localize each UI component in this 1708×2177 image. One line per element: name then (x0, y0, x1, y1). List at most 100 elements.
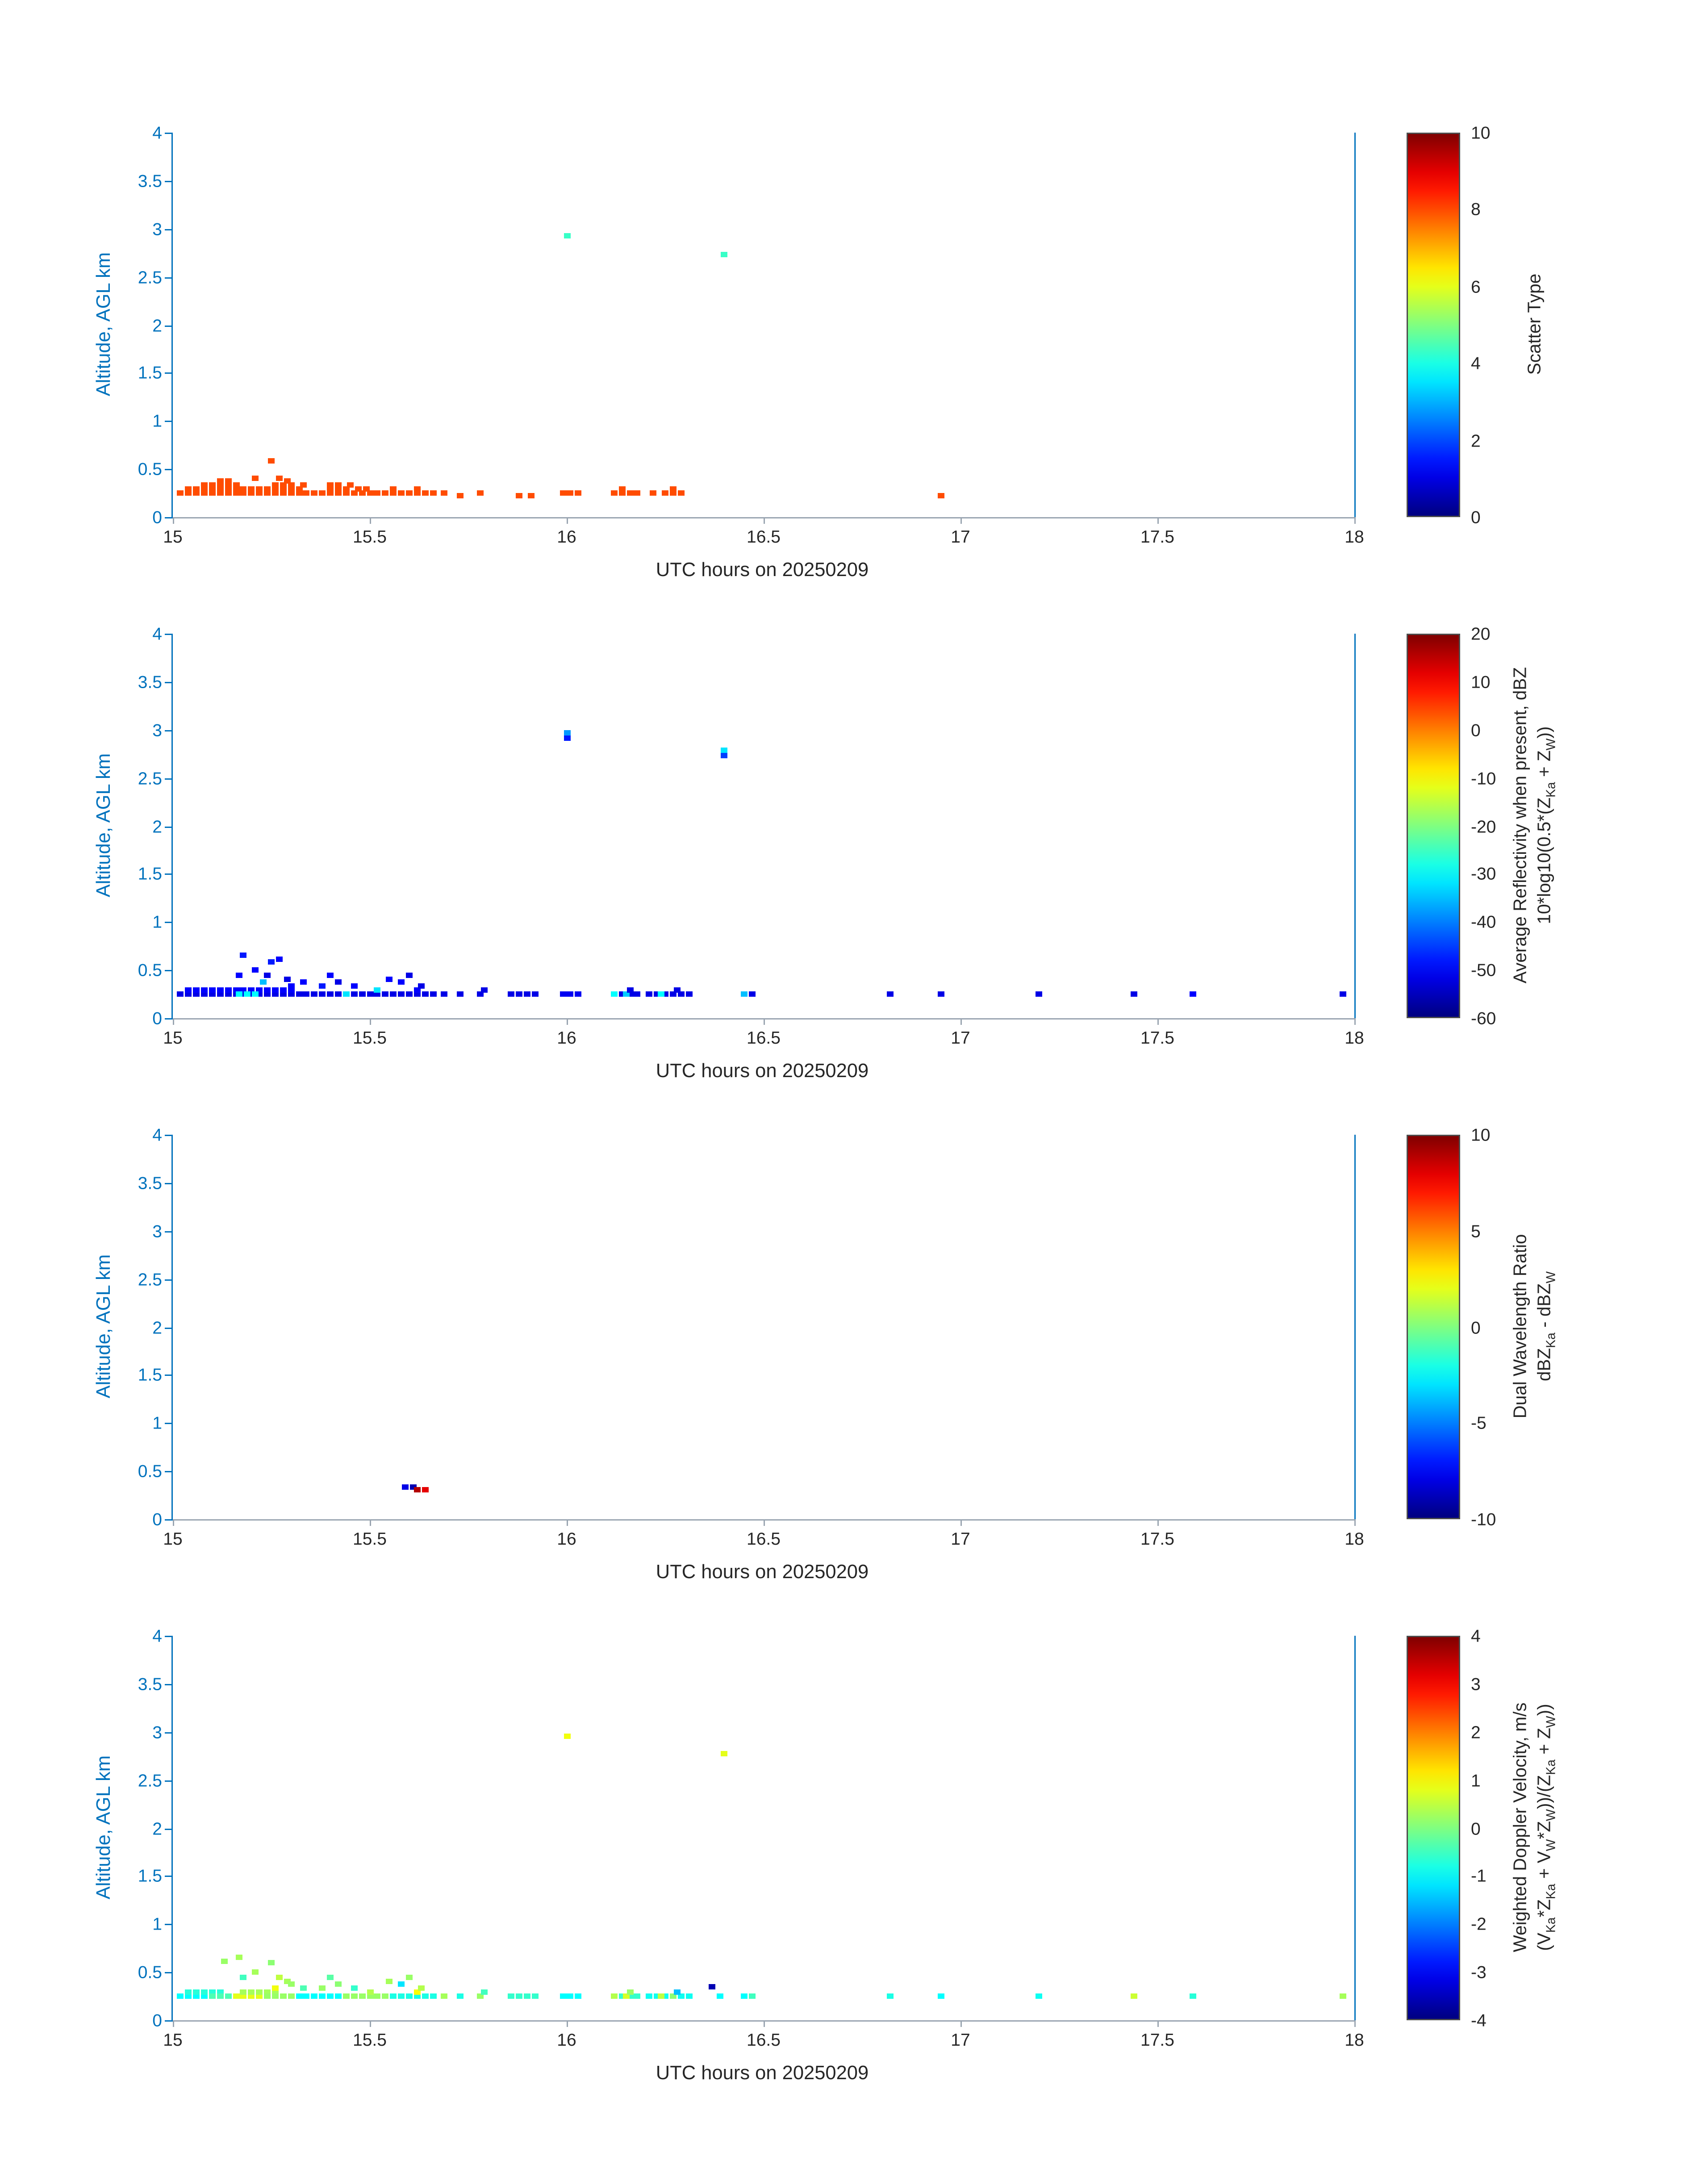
data-point (224, 479, 231, 485)
y-tick-label: 1.5 (138, 864, 162, 884)
data-point (362, 486, 369, 492)
colorbar-tick-label: 0 (1471, 719, 1481, 740)
data-point (311, 991, 318, 997)
y-tick-mark (165, 1780, 173, 1781)
colorbar (1407, 1636, 1460, 2020)
x-tick-mark (173, 517, 174, 524)
data-point (201, 987, 208, 993)
data-point (508, 1993, 515, 1999)
data-point (567, 490, 574, 496)
y-tick-mark (165, 469, 173, 471)
data-point (721, 252, 728, 258)
data-point (480, 1989, 488, 1995)
x-tick-mark (764, 2020, 765, 2027)
data-point (351, 991, 358, 997)
data-point (327, 1974, 334, 1980)
data-point (626, 1989, 633, 1995)
data-point (748, 1993, 756, 1999)
y-tick-mark (165, 1231, 173, 1233)
colorbar-tick-labels: -10 -5 0 5 10 (1471, 1125, 1551, 1529)
data-point (441, 991, 448, 997)
y-tick-label: 4 (152, 1124, 162, 1145)
y-tick-mark (165, 1876, 173, 1878)
data-point (658, 991, 665, 997)
colorbar-tick-label: 2 (1471, 1722, 1481, 1742)
data-point (319, 490, 326, 496)
colorbar (1407, 634, 1460, 1018)
colorbar-tick-labels: -60 -50 -40 -30 -20 -10 0 10 20 (1471, 624, 1551, 1028)
colorbar-tick-label: 4 (1471, 353, 1481, 374)
data-point (634, 1993, 641, 1999)
data-point (721, 747, 728, 753)
data-point (457, 1993, 464, 1999)
data-point (937, 1993, 944, 1999)
data-point (264, 972, 271, 978)
y-tick-mark (165, 1471, 173, 1473)
panel-average-reflectivity: Altitude, AGL km 15 15.5 16 16.5 17 17.5 18 0 0.… (0, 624, 1708, 1135)
data-point (268, 459, 275, 464)
data-point (311, 1993, 318, 1999)
x-tick-label: 17.5 (1140, 526, 1174, 547)
colorbar-tick-label: -1 (1471, 1866, 1487, 1886)
data-point (276, 1974, 283, 1980)
x-tick-label: 18 (1345, 526, 1364, 547)
y-tick-mark (165, 180, 173, 182)
colorbar-gradient (1408, 1637, 1459, 2019)
colorbar-tick-labels: 0 2 4 6 8 10 (1471, 123, 1551, 527)
data-point (413, 1487, 421, 1492)
data-point (405, 1993, 413, 1999)
data-point (303, 991, 310, 997)
colorbar-tick-label: -5 (1471, 1413, 1487, 1433)
data-point (405, 1974, 413, 1980)
y-tick-label: 2 (152, 315, 162, 335)
data-point (405, 991, 413, 997)
y-tick-mark (165, 1135, 173, 1136)
x-tick-label: 17 (951, 1529, 970, 1549)
data-point (351, 1985, 358, 1991)
data-point (382, 991, 389, 997)
colorbar-tick-label: -60 (1471, 1008, 1496, 1028)
colorbar-tick-label: -10 (1471, 768, 1496, 788)
data-point (398, 991, 405, 997)
x-tick-mark (1157, 1018, 1159, 1025)
data-point (937, 493, 944, 499)
colorbar-label: Dual Wavelength Ratio dBZKa - dBZW (1510, 1234, 1560, 1419)
plot-area-dual-wavelength-ratio: 15 15.5 16 16.5 17 17.5 18 0 0.5 1 1.5 2 2.5 3 3.5 4 (138, 1125, 1364, 1549)
x-tick-mark (1354, 2020, 1356, 2027)
data-point (398, 490, 405, 496)
data-point (334, 991, 342, 997)
data-point (405, 490, 413, 496)
data-point (271, 482, 279, 488)
y-tick-label: 0 (152, 1008, 162, 1028)
data-point (1130, 991, 1137, 997)
data-point (299, 980, 306, 986)
data-point (413, 486, 421, 492)
data-point (334, 1993, 342, 1999)
plot-area-weighted-doppler-velocity: 15 15.5 16 16.5 17 17.5 18 0 0.5 1 1.5 2 2.5 3 3.5 4 (138, 1626, 1364, 2050)
data-point (288, 1982, 295, 1988)
x-tick-label: 15.5 (353, 526, 387, 547)
data-point (626, 490, 633, 496)
data-point (268, 960, 275, 965)
x-tick-label: 15 (163, 1529, 183, 1549)
y-tick-mark (165, 1519, 173, 1521)
x-tick-label: 16.5 (747, 1028, 781, 1048)
x-tick-mark (567, 1018, 568, 1025)
x-tick-label: 18 (1345, 1028, 1364, 1048)
x-tick-label: 16.5 (747, 1529, 781, 1549)
colorbar-label: Average Reflectivity when present, dBZ 10… (1510, 667, 1560, 984)
colorbar-tick-label: -40 (1471, 912, 1496, 932)
data-point (347, 482, 354, 488)
data-point (334, 482, 342, 488)
data-point (429, 1993, 436, 1999)
data-point (480, 987, 488, 993)
y-tick-label: 0 (152, 507, 162, 527)
y-tick-label: 2 (152, 816, 162, 836)
colorbar-tick-label: -30 (1471, 864, 1496, 884)
data-point (516, 1993, 523, 1999)
data-point (524, 991, 531, 997)
data-point (217, 987, 224, 993)
data-point (244, 991, 251, 997)
y-tick-label: 1.5 (138, 1365, 162, 1385)
